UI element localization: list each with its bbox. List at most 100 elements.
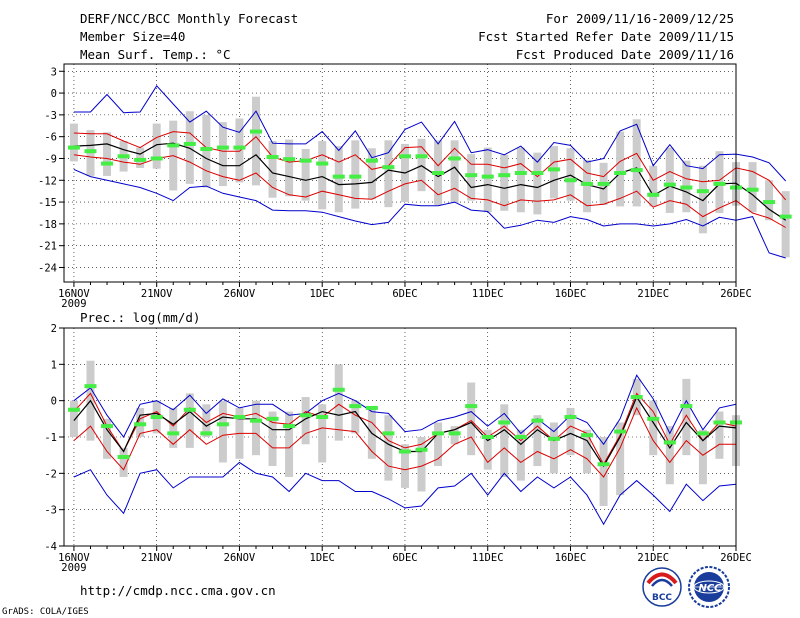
x-tick-label: 6DEC — [392, 288, 417, 300]
observed-marker — [216, 145, 229, 150]
observed-marker — [200, 147, 213, 152]
observed-marker — [763, 200, 776, 205]
observed-marker — [101, 161, 114, 166]
series-mean-line — [73, 142, 787, 221]
plot-frame — [63, 63, 737, 283]
observed-marker — [299, 413, 312, 418]
series-max-line — [73, 84, 787, 182]
x-tick-label: 26NOV — [224, 552, 256, 564]
observed-marker — [647, 192, 660, 197]
x-tick-label: 16NOV — [58, 552, 90, 564]
observed-marker — [514, 435, 527, 439]
observed-marker — [531, 171, 544, 175]
spread-bar — [384, 415, 393, 481]
spread-bar — [649, 400, 658, 456]
observed-marker — [465, 404, 478, 409]
x-tick-label: 11DEC — [472, 288, 504, 300]
figure-title: DERF/NCC/BCC Monthly Forecast — [80, 11, 298, 26]
spread-bar — [483, 147, 492, 213]
observed-marker — [547, 436, 560, 441]
observed-marker — [117, 154, 130, 159]
y-axis: 2 1 0 -1 -2 -3 -4 — [44, 323, 64, 553]
series-upper-line — [73, 392, 737, 466]
observed-marker — [365, 405, 378, 410]
x-year-label: 2009 — [61, 298, 86, 310]
observed-marker — [332, 387, 345, 392]
forecast-period: For 2009/11/16-2009/12/25 — [546, 11, 734, 26]
y-tick-label: -18 — [38, 219, 57, 231]
series-min-line — [73, 168, 786, 259]
observed-marker — [746, 187, 759, 192]
y-tick-label: -3 — [44, 110, 57, 122]
observed-marker — [696, 189, 709, 194]
observed-marker — [250, 129, 262, 134]
observed-marker — [365, 158, 378, 163]
x-tick-label: 16DEC — [555, 552, 587, 564]
spread-bar — [583, 429, 592, 474]
spread-bar — [218, 122, 227, 187]
y-tick-label: -4 — [44, 541, 57, 553]
observed-marker — [498, 173, 511, 178]
series-max-line — [73, 374, 737, 446]
observed-marker — [498, 420, 511, 425]
x-tick-label: 26DEC — [720, 288, 752, 300]
spread-bar — [516, 147, 525, 213]
x-tick-label: 1DEC — [310, 288, 335, 300]
observed-marker — [299, 158, 312, 163]
observed-marker — [283, 424, 296, 429]
x-tick-label: 21DEC — [637, 552, 669, 564]
x-tick-label: 26DEC — [720, 552, 752, 564]
panel1-title: Mean Surf. Temp.: °C — [80, 47, 231, 62]
spread-bar — [417, 138, 426, 192]
observed-marker — [432, 171, 445, 175]
observed-marker — [531, 418, 544, 423]
observed-marker — [547, 167, 560, 172]
observed-marker — [117, 454, 130, 459]
spread-bar — [781, 191, 790, 258]
x-tick-label: 1DEC — [310, 552, 335, 564]
observed-marker — [779, 214, 792, 219]
observed-marker — [283, 157, 296, 162]
spread-bar — [748, 162, 757, 213]
observed-marker — [167, 143, 180, 148]
spread-bar — [665, 426, 674, 485]
observed-marker — [349, 174, 362, 179]
observed-marker — [233, 145, 246, 150]
spread-bar — [467, 382, 476, 456]
observed-marker — [84, 149, 97, 154]
y-tick-label: -2 — [44, 468, 57, 480]
x-axis: 16NOV 21NOV 26NOV 1DEC 6DEC 11DEC 16DEC 21DEC 26… — [58, 282, 752, 310]
observed-marker — [448, 156, 461, 161]
source-url[interactable]: http://cmdp.ncc.cma.gov.cn — [80, 583, 276, 598]
observed-marker — [150, 156, 163, 161]
spread-bar — [252, 400, 260, 456]
observed-marker — [481, 174, 494, 179]
observed-marker — [614, 429, 627, 434]
observed-marker — [514, 171, 527, 175]
x-year-label: 2009 — [61, 562, 86, 574]
y-tick-label: -1 — [44, 432, 57, 444]
observed-marker — [266, 155, 279, 160]
spread-bar — [202, 404, 211, 437]
observed-marker — [67, 145, 80, 150]
observed-marker — [663, 440, 676, 445]
observed-marker — [84, 384, 97, 389]
observed-marker — [581, 181, 594, 186]
spread-bar — [202, 114, 211, 188]
series-min-line — [73, 461, 737, 526]
spread-bar — [483, 429, 492, 470]
y-tick-label: -24 — [38, 262, 57, 274]
ncc-logo: NCC — [688, 566, 730, 608]
spread-bar — [599, 437, 608, 507]
grads-credit: GrADS: COLA/IGES — [2, 607, 89, 617]
spread-bar — [136, 147, 145, 168]
y-tick-label: 0 — [51, 88, 57, 100]
observed-marker — [597, 462, 610, 467]
observed-marker — [630, 168, 643, 173]
spread-bar — [69, 123, 78, 162]
spread-bar — [665, 147, 674, 213]
observed-marker — [564, 415, 577, 420]
observed-marker — [183, 407, 196, 412]
